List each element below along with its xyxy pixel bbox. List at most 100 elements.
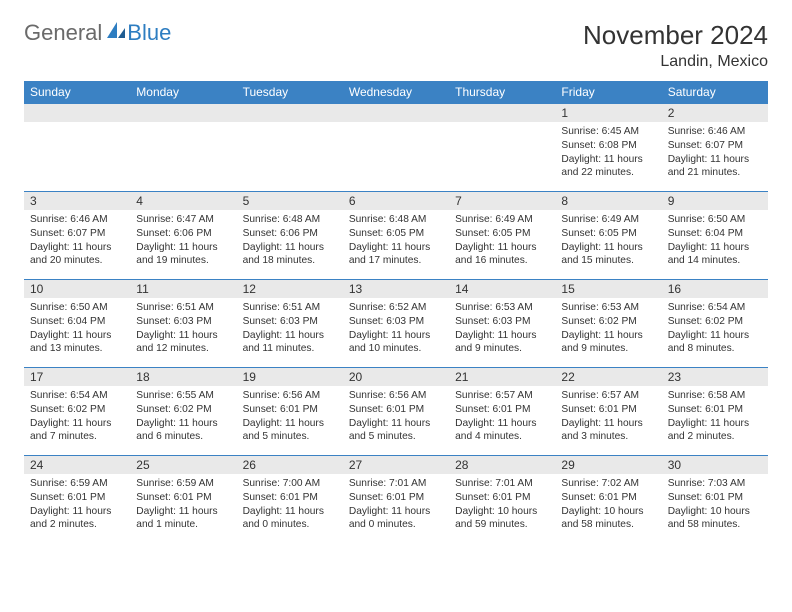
- sunrise-text: Sunrise: 7:03 AM: [668, 477, 762, 491]
- day-data: Sunrise: 7:01 AMSunset: 6:01 PMDaylight:…: [449, 474, 555, 536]
- calendar-day-cell: 2Sunrise: 6:46 AMSunset: 6:07 PMDaylight…: [662, 104, 768, 192]
- calendar-day-cell: 23Sunrise: 6:58 AMSunset: 6:01 PMDayligh…: [662, 368, 768, 456]
- day-number: 2: [662, 104, 768, 122]
- day-data: [130, 122, 236, 129]
- header: General Blue November 2024 Landin, Mexic…: [24, 20, 768, 71]
- logo-word1: General: [24, 20, 102, 46]
- day-number: [343, 104, 449, 122]
- day-number: 28: [449, 456, 555, 474]
- day-data: Sunrise: 7:03 AMSunset: 6:01 PMDaylight:…: [662, 474, 768, 536]
- calendar-day-cell: 16Sunrise: 6:54 AMSunset: 6:02 PMDayligh…: [662, 280, 768, 368]
- daylight-text: Daylight: 11 hours and 14 minutes.: [668, 241, 762, 269]
- sunset-text: Sunset: 6:01 PM: [561, 403, 655, 417]
- sunset-text: Sunset: 6:01 PM: [455, 403, 549, 417]
- calendar-day-cell: 6Sunrise: 6:48 AMSunset: 6:05 PMDaylight…: [343, 192, 449, 280]
- sunrise-text: Sunrise: 6:55 AM: [136, 389, 230, 403]
- calendar-day-cell: 13Sunrise: 6:52 AMSunset: 6:03 PMDayligh…: [343, 280, 449, 368]
- weekday-header: Tuesday: [237, 81, 343, 104]
- sunrise-text: Sunrise: 6:54 AM: [668, 301, 762, 315]
- day-number: 8: [555, 192, 661, 210]
- day-number: 1: [555, 104, 661, 122]
- calendar-day-cell: 9Sunrise: 6:50 AMSunset: 6:04 PMDaylight…: [662, 192, 768, 280]
- daylight-text: Daylight: 11 hours and 3 minutes.: [561, 417, 655, 445]
- day-data: Sunrise: 6:59 AMSunset: 6:01 PMDaylight:…: [130, 474, 236, 536]
- weekday-header: Saturday: [662, 81, 768, 104]
- sunrise-text: Sunrise: 7:01 AM: [455, 477, 549, 491]
- daylight-text: Daylight: 11 hours and 7 minutes.: [30, 417, 124, 445]
- sunrise-text: Sunrise: 6:45 AM: [561, 125, 655, 139]
- day-data: Sunrise: 6:59 AMSunset: 6:01 PMDaylight:…: [24, 474, 130, 536]
- sunrise-text: Sunrise: 6:52 AM: [349, 301, 443, 315]
- calendar-week-row: 3Sunrise: 6:46 AMSunset: 6:07 PMDaylight…: [24, 192, 768, 280]
- day-number: 10: [24, 280, 130, 298]
- calendar-day-cell: [343, 104, 449, 192]
- daylight-text: Daylight: 11 hours and 9 minutes.: [561, 329, 655, 357]
- daylight-text: Daylight: 10 hours and 58 minutes.: [668, 505, 762, 533]
- day-data: Sunrise: 6:50 AMSunset: 6:04 PMDaylight:…: [662, 210, 768, 272]
- day-data: Sunrise: 6:48 AMSunset: 6:05 PMDaylight:…: [343, 210, 449, 272]
- weekday-header-row: Sunday Monday Tuesday Wednesday Thursday…: [24, 81, 768, 104]
- sunrise-text: Sunrise: 6:50 AM: [668, 213, 762, 227]
- calendar-day-cell: 5Sunrise: 6:48 AMSunset: 6:06 PMDaylight…: [237, 192, 343, 280]
- month-title: November 2024: [583, 20, 768, 51]
- day-data: Sunrise: 6:49 AMSunset: 6:05 PMDaylight:…: [555, 210, 661, 272]
- daylight-text: Daylight: 11 hours and 17 minutes.: [349, 241, 443, 269]
- day-data: [343, 122, 449, 129]
- day-data: Sunrise: 6:45 AMSunset: 6:08 PMDaylight:…: [555, 122, 661, 184]
- day-data: Sunrise: 6:52 AMSunset: 6:03 PMDaylight:…: [343, 298, 449, 360]
- weekday-header: Friday: [555, 81, 661, 104]
- calendar-day-cell: 29Sunrise: 7:02 AMSunset: 6:01 PMDayligh…: [555, 456, 661, 544]
- calendar-day-cell: 3Sunrise: 6:46 AMSunset: 6:07 PMDaylight…: [24, 192, 130, 280]
- day-data: Sunrise: 6:46 AMSunset: 6:07 PMDaylight:…: [662, 122, 768, 184]
- sunrise-text: Sunrise: 6:51 AM: [136, 301, 230, 315]
- sunset-text: Sunset: 6:02 PM: [30, 403, 124, 417]
- sunrise-text: Sunrise: 6:46 AM: [30, 213, 124, 227]
- day-data: Sunrise: 6:57 AMSunset: 6:01 PMDaylight:…: [449, 386, 555, 448]
- day-number: 3: [24, 192, 130, 210]
- daylight-text: Daylight: 11 hours and 4 minutes.: [455, 417, 549, 445]
- sunset-text: Sunset: 6:01 PM: [349, 403, 443, 417]
- calendar-day-cell: 26Sunrise: 7:00 AMSunset: 6:01 PMDayligh…: [237, 456, 343, 544]
- day-number: 26: [237, 456, 343, 474]
- daylight-text: Daylight: 10 hours and 58 minutes.: [561, 505, 655, 533]
- calendar-day-cell: 10Sunrise: 6:50 AMSunset: 6:04 PMDayligh…: [24, 280, 130, 368]
- weekday-header: Thursday: [449, 81, 555, 104]
- calendar-day-cell: 19Sunrise: 6:56 AMSunset: 6:01 PMDayligh…: [237, 368, 343, 456]
- day-number: 5: [237, 192, 343, 210]
- daylight-text: Daylight: 11 hours and 21 minutes.: [668, 153, 762, 181]
- daylight-text: Daylight: 11 hours and 22 minutes.: [561, 153, 655, 181]
- sunrise-text: Sunrise: 6:56 AM: [243, 389, 337, 403]
- calendar-day-cell: [237, 104, 343, 192]
- sunset-text: Sunset: 6:01 PM: [349, 491, 443, 505]
- day-data: Sunrise: 6:49 AMSunset: 6:05 PMDaylight:…: [449, 210, 555, 272]
- weekday-header: Wednesday: [343, 81, 449, 104]
- daylight-text: Daylight: 11 hours and 13 minutes.: [30, 329, 124, 357]
- day-data: Sunrise: 7:00 AMSunset: 6:01 PMDaylight:…: [237, 474, 343, 536]
- calendar-week-row: 24Sunrise: 6:59 AMSunset: 6:01 PMDayligh…: [24, 456, 768, 544]
- day-number: [130, 104, 236, 122]
- calendar-day-cell: 20Sunrise: 6:56 AMSunset: 6:01 PMDayligh…: [343, 368, 449, 456]
- day-data: Sunrise: 6:56 AMSunset: 6:01 PMDaylight:…: [343, 386, 449, 448]
- sunrise-text: Sunrise: 6:49 AM: [561, 213, 655, 227]
- calendar-day-cell: 8Sunrise: 6:49 AMSunset: 6:05 PMDaylight…: [555, 192, 661, 280]
- sunrise-text: Sunrise: 6:53 AM: [455, 301, 549, 315]
- day-data: [449, 122, 555, 129]
- daylight-text: Daylight: 11 hours and 2 minutes.: [30, 505, 124, 533]
- day-number: 19: [237, 368, 343, 386]
- sunset-text: Sunset: 6:01 PM: [561, 491, 655, 505]
- sunset-text: Sunset: 6:01 PM: [30, 491, 124, 505]
- calendar-day-cell: 11Sunrise: 6:51 AMSunset: 6:03 PMDayligh…: [130, 280, 236, 368]
- day-number: 30: [662, 456, 768, 474]
- day-number: 17: [24, 368, 130, 386]
- sunset-text: Sunset: 6:03 PM: [349, 315, 443, 329]
- daylight-text: Daylight: 11 hours and 20 minutes.: [30, 241, 124, 269]
- location: Landin, Mexico: [583, 53, 768, 71]
- day-data: Sunrise: 7:02 AMSunset: 6:01 PMDaylight:…: [555, 474, 661, 536]
- day-data: Sunrise: 6:46 AMSunset: 6:07 PMDaylight:…: [24, 210, 130, 272]
- sunrise-text: Sunrise: 6:51 AM: [243, 301, 337, 315]
- day-number: 6: [343, 192, 449, 210]
- day-number: 13: [343, 280, 449, 298]
- calendar-day-cell: 22Sunrise: 6:57 AMSunset: 6:01 PMDayligh…: [555, 368, 661, 456]
- day-data: Sunrise: 6:54 AMSunset: 6:02 PMDaylight:…: [24, 386, 130, 448]
- daylight-text: Daylight: 11 hours and 0 minutes.: [349, 505, 443, 533]
